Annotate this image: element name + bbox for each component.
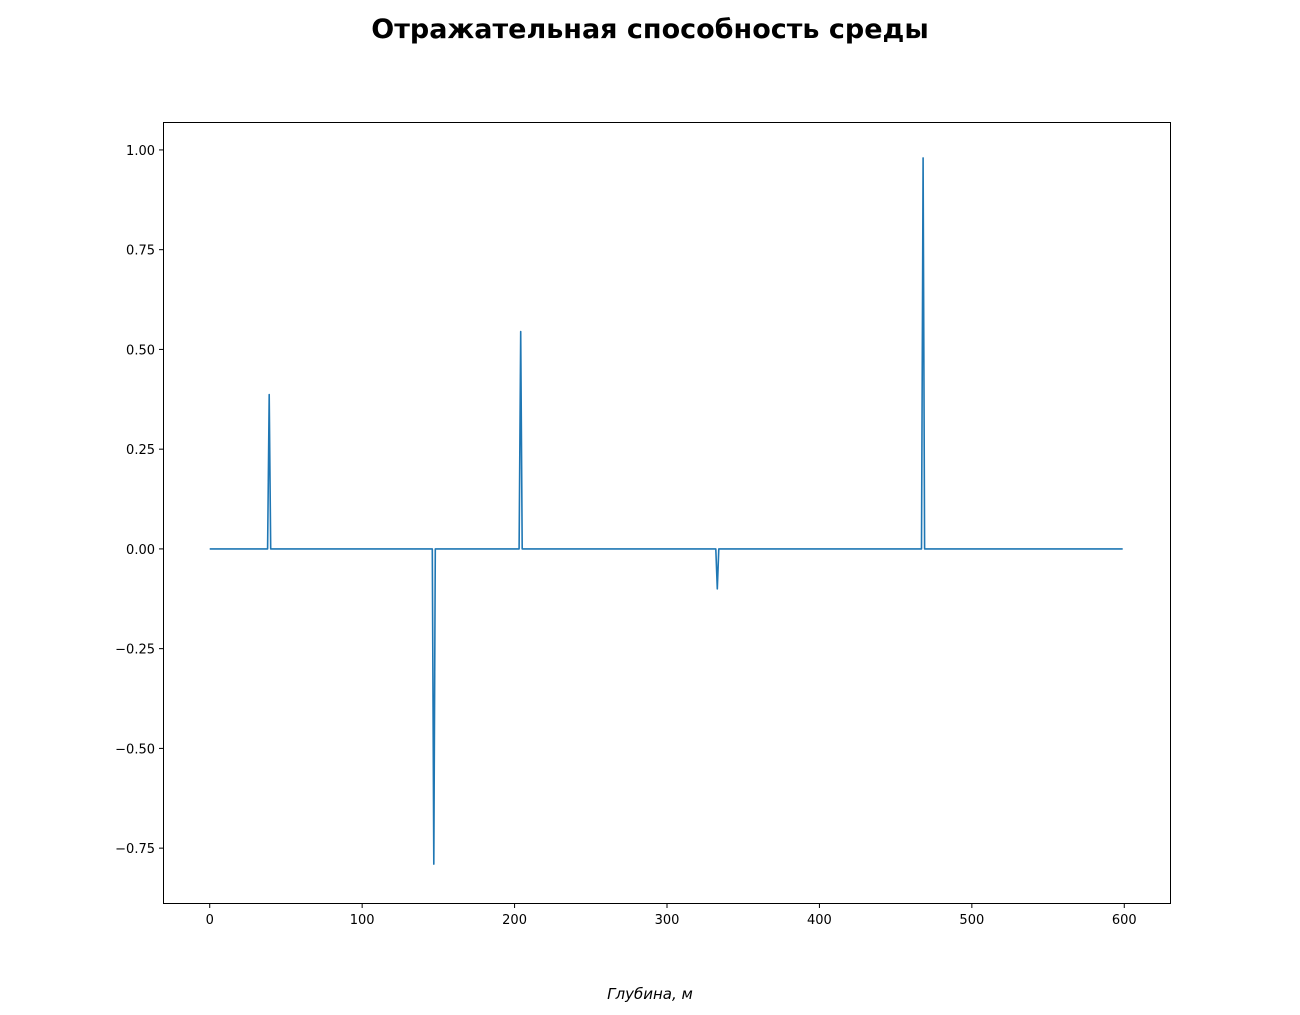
x-axis-label: Глубина, м xyxy=(607,985,693,1003)
x-tick-label: 300 xyxy=(655,913,680,928)
x-tick-label: 600 xyxy=(1112,913,1137,928)
y-tick-label: 0.25 xyxy=(126,443,155,458)
series-line-0 xyxy=(209,157,1123,865)
x-ticks: 0 100 200 300 400 500 600 xyxy=(206,903,1137,928)
y-tick-label: 0.00 xyxy=(126,543,155,558)
y-tick-label: 1.00 xyxy=(126,144,155,159)
y-ticks: −0.75 −0.50 −0.25 0.00 0.25 0.50 0.75 1.00 xyxy=(115,144,164,857)
y-tick-label: −0.50 xyxy=(115,742,155,757)
y-tick-label: 0.75 xyxy=(126,244,155,259)
x-tick-label: 0 xyxy=(206,913,214,928)
line-layer xyxy=(209,157,1123,865)
y-tick-label: 0.50 xyxy=(126,343,155,358)
x-tick-label: 200 xyxy=(502,913,527,928)
x-tick-label: 500 xyxy=(959,913,984,928)
y-tick-label: −0.75 xyxy=(115,842,155,857)
x-tick-label: 400 xyxy=(807,913,832,928)
y-tick-label: −0.25 xyxy=(115,643,155,658)
x-tick-label: 100 xyxy=(350,913,375,928)
chart-title: Отражательная способность среды xyxy=(371,14,929,45)
plot-frame xyxy=(163,122,1171,904)
